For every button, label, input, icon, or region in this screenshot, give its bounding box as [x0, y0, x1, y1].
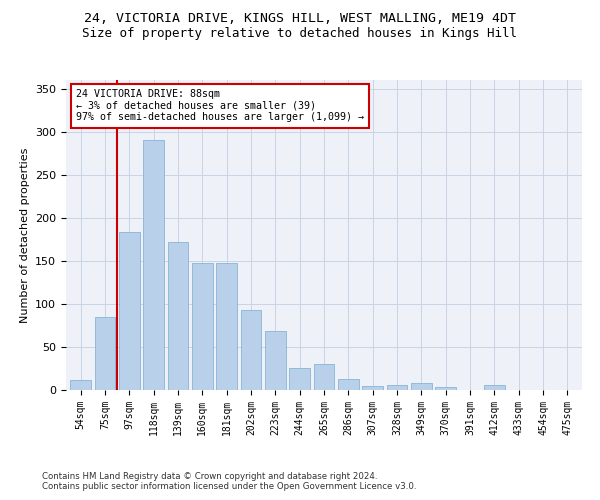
Bar: [95, 317, 115, 390]
Text: Contains public sector information licensed under the Open Government Licence v3: Contains public sector information licen…: [42, 482, 416, 491]
Bar: [436, 388, 456, 390]
Bar: [338, 379, 359, 390]
Text: 24 VICTORIA DRIVE: 88sqm
← 3% of detached houses are smaller (39)
97% of semi-de: 24 VICTORIA DRIVE: 88sqm ← 3% of detache…: [76, 90, 364, 122]
Bar: [484, 385, 505, 390]
Text: Size of property relative to detached houses in Kings Hill: Size of property relative to detached ho…: [83, 28, 517, 40]
Bar: [143, 140, 164, 390]
Text: Contains HM Land Registry data © Crown copyright and database right 2024.: Contains HM Land Registry data © Crown c…: [42, 472, 377, 481]
Bar: [70, 380, 91, 390]
Bar: [192, 264, 212, 390]
Bar: [411, 383, 432, 390]
Bar: [241, 310, 262, 390]
Y-axis label: Number of detached properties: Number of detached properties: [20, 148, 29, 322]
Text: 24, VICTORIA DRIVE, KINGS HILL, WEST MALLING, ME19 4DT: 24, VICTORIA DRIVE, KINGS HILL, WEST MAL…: [84, 12, 516, 26]
Bar: [265, 332, 286, 390]
Bar: [216, 264, 237, 390]
Bar: [362, 386, 383, 390]
Bar: [314, 364, 334, 390]
Bar: [386, 385, 407, 390]
Bar: [289, 368, 310, 390]
Bar: [167, 242, 188, 390]
Bar: [119, 232, 140, 390]
